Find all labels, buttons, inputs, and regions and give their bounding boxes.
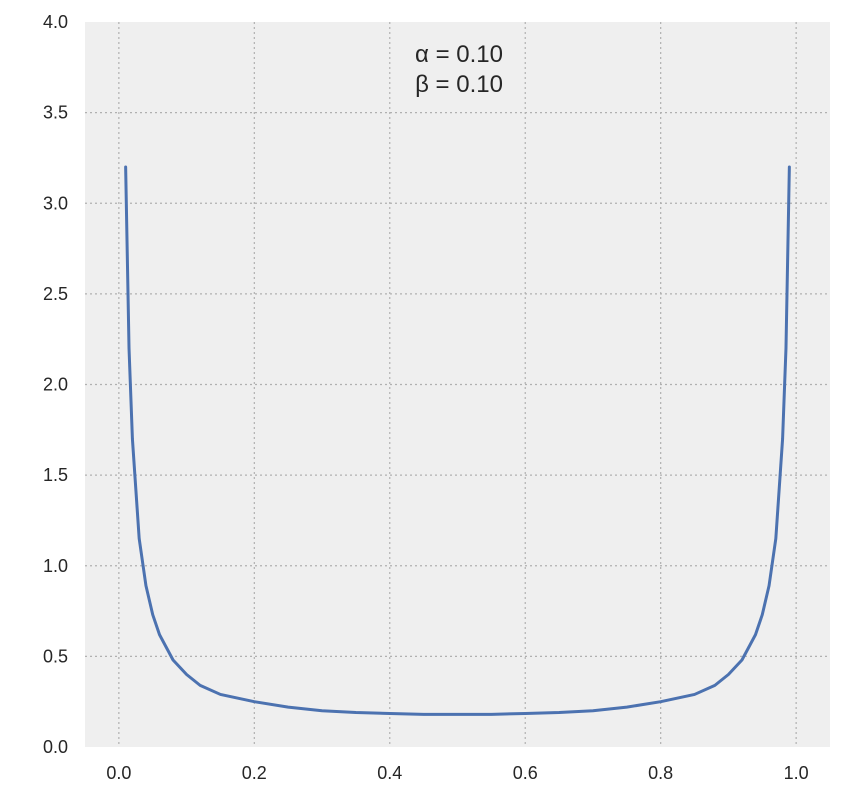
- density-curve: [124, 165, 791, 716]
- y-tick-label: 0.0: [43, 737, 68, 757]
- x-tick-label: 0.0: [106, 763, 131, 783]
- y-tick-label: 0.5: [43, 646, 68, 666]
- x-tick-label: 0.4: [377, 763, 402, 783]
- annotation-alpha: α = 0.10: [415, 41, 503, 68]
- x-tick-label: 1.0: [784, 763, 809, 783]
- x-grid-lines: [118, 22, 797, 747]
- x-tick-label: 0.6: [513, 763, 538, 783]
- y-tick-label: 3.0: [43, 193, 68, 213]
- y-tick-label: 2.0: [43, 375, 68, 395]
- y-tick-label: 2.5: [43, 284, 68, 304]
- x-tick-label: 0.2: [242, 763, 267, 783]
- y-grid-lines: [85, 112, 830, 657]
- annotation-beta: β = 0.10: [415, 71, 503, 98]
- y-tick-label: 3.5: [43, 103, 68, 123]
- y-tick-label: 1.5: [43, 465, 68, 485]
- y-tick-label: 1.0: [43, 556, 68, 576]
- x-axis-ticks: 0.0 0.2 0.4 0.6 0.8 1.0: [106, 763, 808, 783]
- y-tick-label: 4.0: [43, 12, 68, 32]
- x-tick-label: 0.8: [648, 763, 673, 783]
- y-axis-ticks: 0.0 0.5 1.0 1.5 2.0 2.5 3.0 3.5 4.0: [43, 12, 68, 757]
